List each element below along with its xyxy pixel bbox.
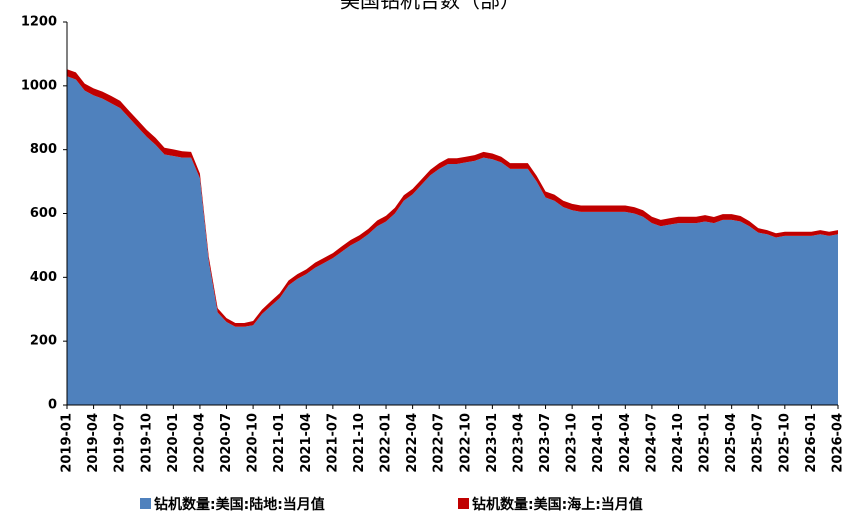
x-tick-label: 2023-04 (511, 413, 526, 473)
legend-label: 钻机数量:美国:海上:当月值 (472, 496, 643, 513)
x-tick-label: 2019-01 (60, 413, 75, 473)
x-tick-label: 2020-07 (219, 413, 234, 473)
x-tick-label: 2019-04 (86, 413, 101, 473)
y-tick-label: 1200 (21, 15, 57, 30)
y-tick-label: 600 (30, 206, 57, 221)
y-tick-label: 400 (30, 270, 57, 285)
x-tick-label: 2025-01 (698, 413, 713, 473)
x-tick-label: 2023-07 (538, 413, 553, 473)
x-tick-label: 2019-10 (139, 413, 154, 473)
x-tick-label: 2020-10 (246, 413, 261, 473)
x-tick-label: 2021-01 (272, 413, 287, 473)
x-tick-label: 2021-04 (299, 413, 314, 473)
x-tick-label: 2024-01 (591, 413, 606, 473)
chart-title: 美国钻机台数（部） (340, 0, 520, 13)
x-tick-label: 2022-01 (379, 413, 394, 473)
x-tick-label: 2021-07 (325, 413, 340, 473)
y-tick-label: 200 (30, 334, 57, 349)
y-tick-label: 0 (48, 398, 57, 413)
x-tick-label: 2025-04 (724, 413, 739, 473)
area (67, 76, 838, 405)
x-tick-label: 2023-01 (485, 413, 500, 473)
x-tick-label: 2022-07 (432, 413, 447, 473)
x-tick-label: 2025-10 (777, 413, 792, 473)
y-tick-label: 800 (30, 142, 57, 157)
x-tick-label: 2019-07 (113, 413, 128, 473)
x-tick-label: 2024-10 (671, 413, 686, 473)
x-tick-label: 2026-04 (831, 413, 846, 473)
x-tick-label: 2023-10 (565, 413, 580, 473)
x-tick-label: 2026-01 (804, 413, 819, 473)
x-tick-label: 2024-04 (618, 413, 633, 473)
x-tick-label: 2022-10 (458, 413, 473, 473)
x-tick-label: 2025-07 (751, 413, 766, 473)
x-tick-label: 2020-01 (166, 413, 181, 473)
y-tick-label: 1000 (21, 78, 57, 93)
x-tick-label: 2020-04 (192, 413, 207, 473)
legend-swatch (458, 498, 469, 509)
legend-label: 钻机数量:美国:陆地:当月值 (154, 496, 325, 513)
x-tick-label: 2024-07 (644, 413, 659, 473)
x-tick-label: 2021-10 (352, 413, 367, 473)
x-tick-label: 2022-04 (405, 413, 420, 473)
legend-swatch (140, 498, 151, 509)
